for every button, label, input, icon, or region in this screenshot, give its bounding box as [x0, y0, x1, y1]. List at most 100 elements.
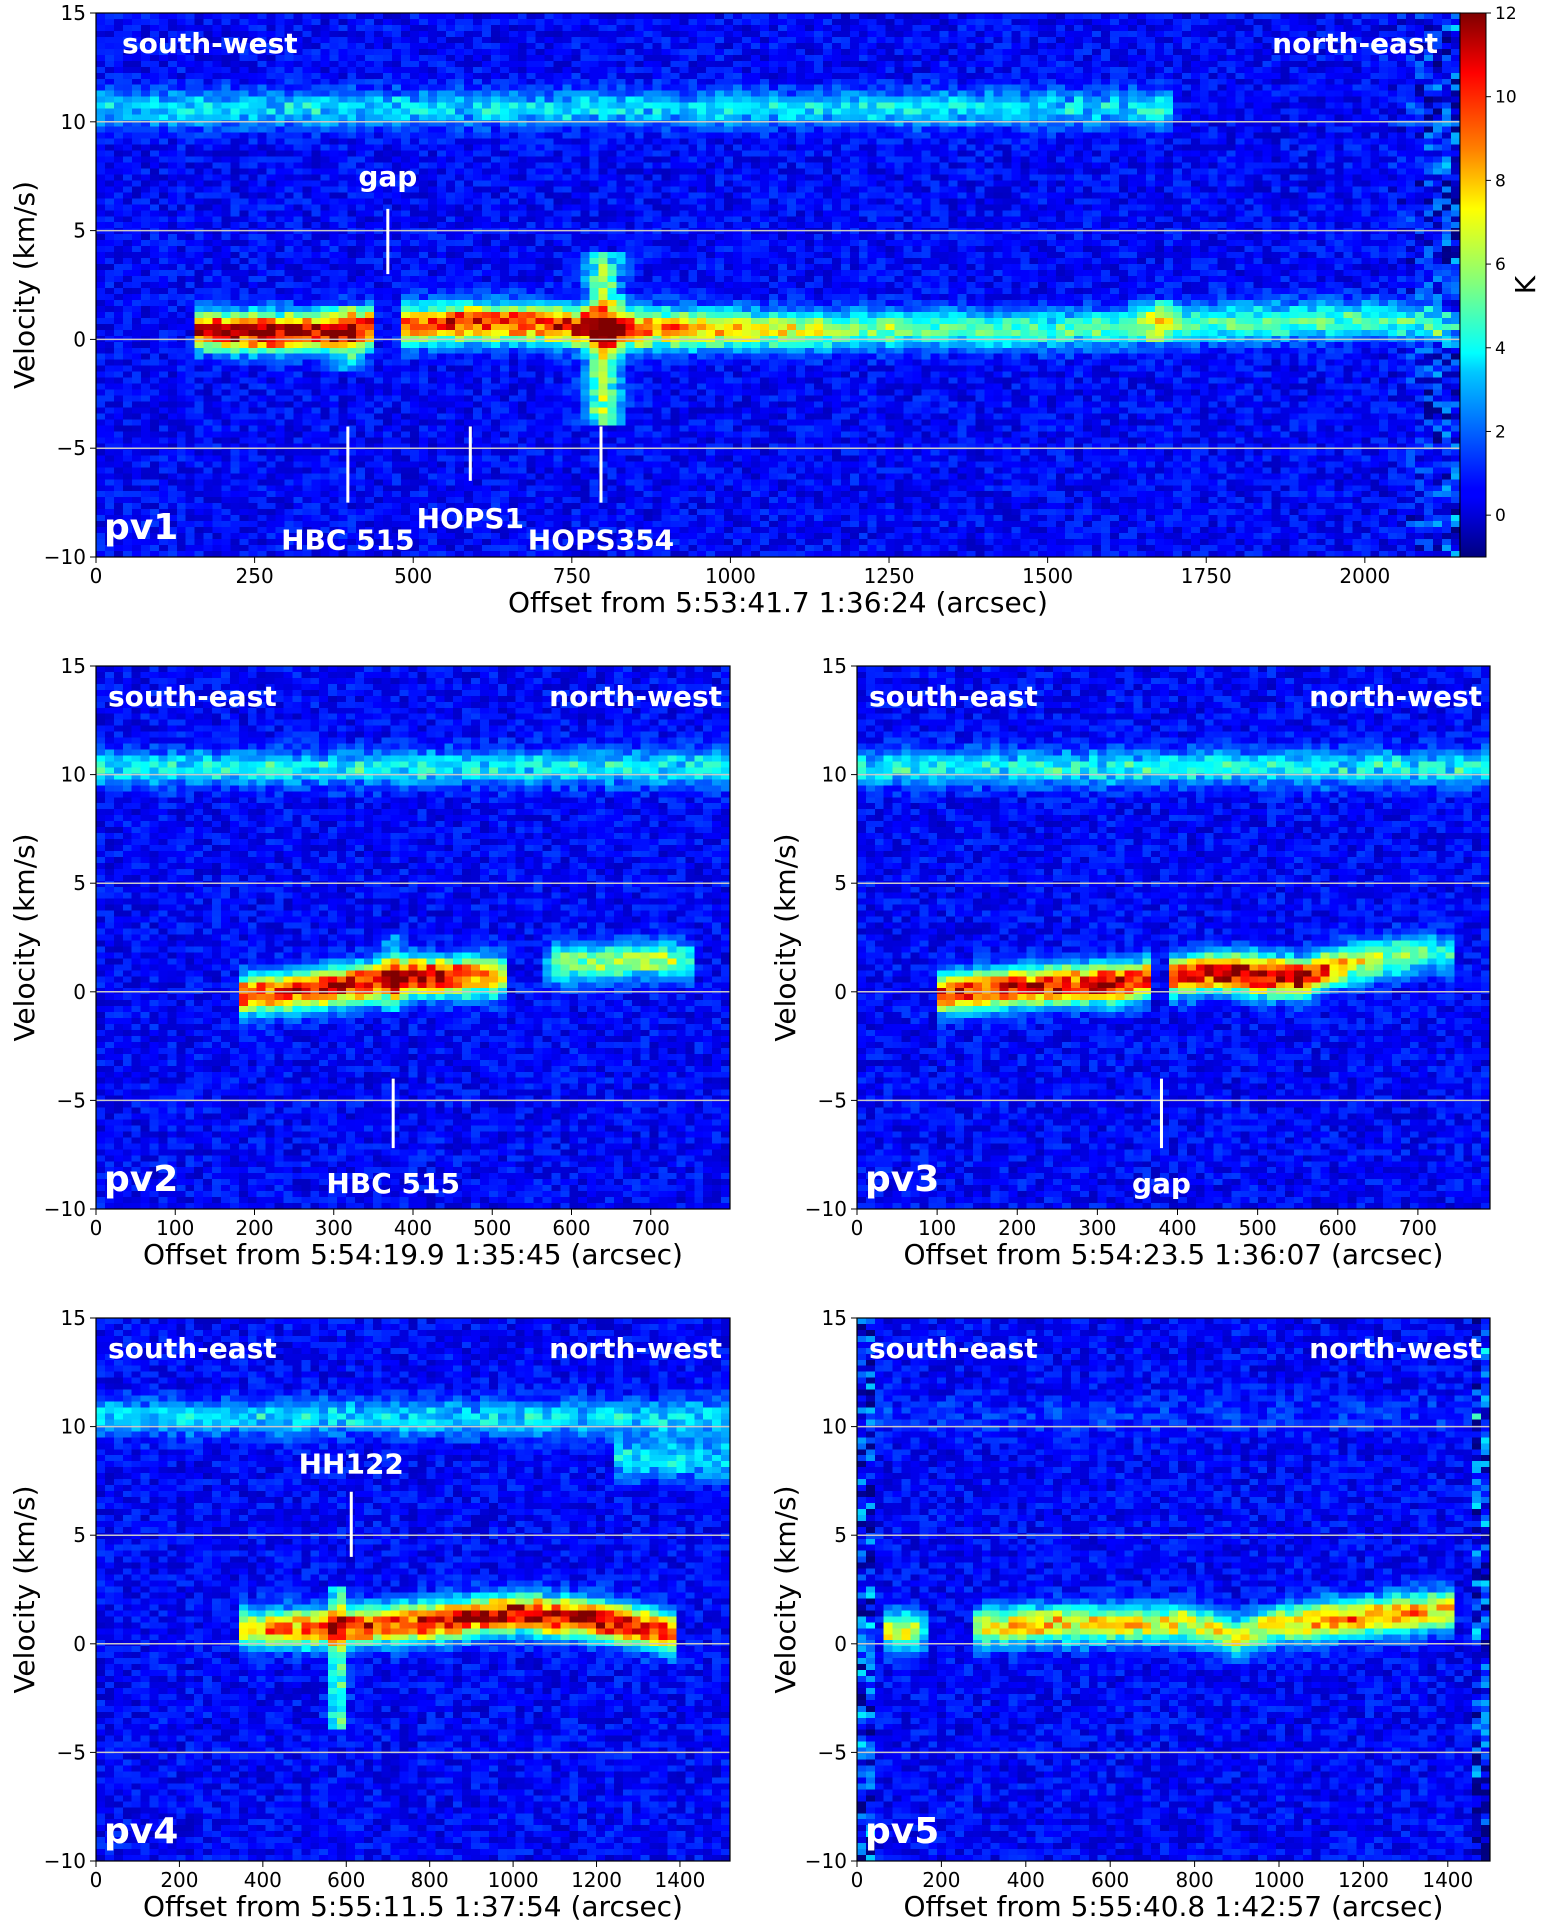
x-tick-label: 600 [552, 1216, 590, 1240]
axes-frame [856, 1317, 1491, 1862]
x-axis-label: Offset from 5:54:23.5 1:36:07 (arcsec) [904, 1238, 1444, 1271]
x-tick-label: 1000 [705, 564, 756, 588]
x-tick-label: 400 [1007, 1868, 1045, 1892]
colorbar-tick-label: 0 [1495, 506, 1506, 526]
colorbar-tick-label: 10 [1495, 88, 1517, 108]
y-axis-label: Velocity (km/s) [8, 1485, 41, 1693]
x-tick-label: 0 [851, 1868, 864, 1892]
y-tick-label: 15 [822, 654, 847, 678]
x-tick-label: 600 [1319, 1216, 1357, 1240]
y-tick-label: 5 [73, 1523, 86, 1547]
x-tick-label: 1400 [1422, 1868, 1473, 1892]
x-tick-label: 250 [236, 564, 274, 588]
y-tick-label: −10 [44, 1849, 86, 1873]
x-tick-label: 1000 [488, 1868, 539, 1892]
annotation-label: HBC 515 [281, 524, 415, 557]
x-tick-label: 700 [1399, 1216, 1437, 1240]
x-tick-label: 200 [235, 1216, 273, 1240]
y-tick-label: −5 [818, 1088, 847, 1112]
x-tick-label: 0 [851, 1216, 864, 1240]
colorbar-gradient [1459, 12, 1487, 558]
y-tick-label: 15 [61, 1, 86, 25]
colorbar-tick-label: 6 [1495, 255, 1506, 275]
pv-heatmap [857, 666, 1490, 1209]
x-tick-label: 300 [315, 1216, 353, 1240]
x-tick-label: 800 [411, 1868, 449, 1892]
x-tick-label: 1500 [1022, 564, 1073, 588]
x-tick-label: 2000 [1339, 564, 1390, 588]
direction-label-right: north-west [1309, 1332, 1482, 1365]
panel-pv1: 0 250 500 750 1000 1250 1500 1750 2000 −10 −5 0 5 10 1… [8, 1, 1461, 619]
x-tick-label: 1750 [1181, 564, 1232, 588]
direction-label-left: south-west [122, 27, 298, 60]
axes-frame [856, 665, 1491, 1210]
colorbar-label: K [1509, 275, 1542, 294]
x-tick-label: 750 [553, 564, 591, 588]
colorbar-tick-label: 4 [1495, 339, 1506, 359]
x-tick-label: 1400 [654, 1868, 705, 1892]
colorbar: 0 2 4 6 8 10 12 K [1459, 4, 1542, 558]
y-axis-label: Velocity (km/s) [769, 1485, 802, 1693]
y-tick-label: −5 [818, 1740, 847, 1764]
y-tick-label: 10 [61, 1415, 86, 1439]
y-tick-label: 0 [73, 327, 86, 351]
x-axis-label: Offset from 5:53:41.7 1:36:24 (arcsec) [508, 586, 1048, 619]
y-tick-label: −10 [44, 545, 86, 569]
x-tick-label: 600 [327, 1868, 365, 1892]
x-tick-label: 200 [160, 1868, 198, 1892]
y-tick-label: 10 [61, 110, 86, 134]
y-tick-label: 0 [834, 980, 847, 1004]
colorbar-tick-label: 2 [1495, 422, 1506, 442]
direction-label-right: north-east [1272, 27, 1438, 60]
x-tick-label: 400 [394, 1216, 432, 1240]
x-axis-label: Offset from 5:54:19.9 1:35:45 (arcsec) [143, 1238, 683, 1271]
y-tick-label: 5 [834, 871, 847, 895]
direction-label-right: north-west [549, 1332, 722, 1365]
x-tick-label: 100 [918, 1216, 956, 1240]
x-tick-label: 400 [244, 1868, 282, 1892]
colorbar-tick-label: 8 [1495, 171, 1506, 191]
y-tick-label: 0 [834, 1632, 847, 1656]
x-axis-label: Offset from 5:55:11.5 1:37:54 (arcsec) [143, 1890, 683, 1923]
panel-pv2: 0 100 200 300 400 500 600 700 −10 −5 0 5 10 15 Offset … [8, 654, 731, 1271]
x-tick-label: 1250 [864, 564, 915, 588]
x-tick-label: 100 [156, 1216, 194, 1240]
x-tick-label: 0 [90, 564, 103, 588]
y-tick-label: 15 [61, 1306, 86, 1330]
pv-heatmap [96, 13, 1460, 557]
colorbar-tick-label: 12 [1495, 4, 1517, 24]
direction-label-left: south-east [869, 1332, 1038, 1365]
x-tick-label: 600 [1091, 1868, 1129, 1892]
y-tick-label: −10 [805, 1849, 847, 1873]
y-tick-label: 5 [73, 871, 86, 895]
direction-label-left: south-east [869, 680, 1038, 713]
y-axis-label: Velocity (km/s) [8, 833, 41, 1041]
y-tick-label: 0 [73, 980, 86, 1004]
panel-pv3: 0 100 200 300 400 500 600 700 −10 −5 0 5 10 15 Offset … [769, 654, 1491, 1271]
y-tick-label: 15 [822, 1306, 847, 1330]
y-axis-label: Velocity (km/s) [769, 833, 802, 1041]
annotation-label: HBC 515 [326, 1167, 460, 1200]
x-tick-label: 0 [90, 1216, 103, 1240]
y-tick-label: 10 [822, 763, 847, 787]
direction-label-right: north-west [1309, 680, 1482, 713]
y-tick-label: 10 [61, 763, 86, 787]
pv-heatmap [857, 1318, 1490, 1861]
x-tick-label: 500 [1239, 1216, 1277, 1240]
x-tick-label: 200 [922, 1868, 960, 1892]
x-tick-label: 800 [1176, 1868, 1214, 1892]
panel-label: pv1 [104, 507, 178, 548]
y-tick-label: 5 [73, 219, 86, 243]
pv-heatmap [96, 1318, 730, 1861]
x-axis-label: Offset from 5:55:40.8 1:42:57 (arcsec) [904, 1890, 1444, 1923]
direction-label-right: north-west [549, 680, 722, 713]
colorbar-ticks: 0 2 4 6 8 10 12 [1486, 4, 1517, 526]
y-tick-label: 0 [73, 1632, 86, 1656]
panel-label: pv5 [865, 1811, 939, 1852]
panel-label: pv3 [865, 1159, 939, 1200]
annotation-label: HH122 [299, 1448, 404, 1481]
annotation-label: gap [1132, 1167, 1191, 1200]
pv-heatmap [96, 666, 730, 1209]
panel-pv4: 0 200 400 600 800 1000 1200 1400 −10 −5 0 5 10 15 Offs… [8, 1306, 731, 1923]
y-tick-label: −5 [57, 436, 86, 460]
